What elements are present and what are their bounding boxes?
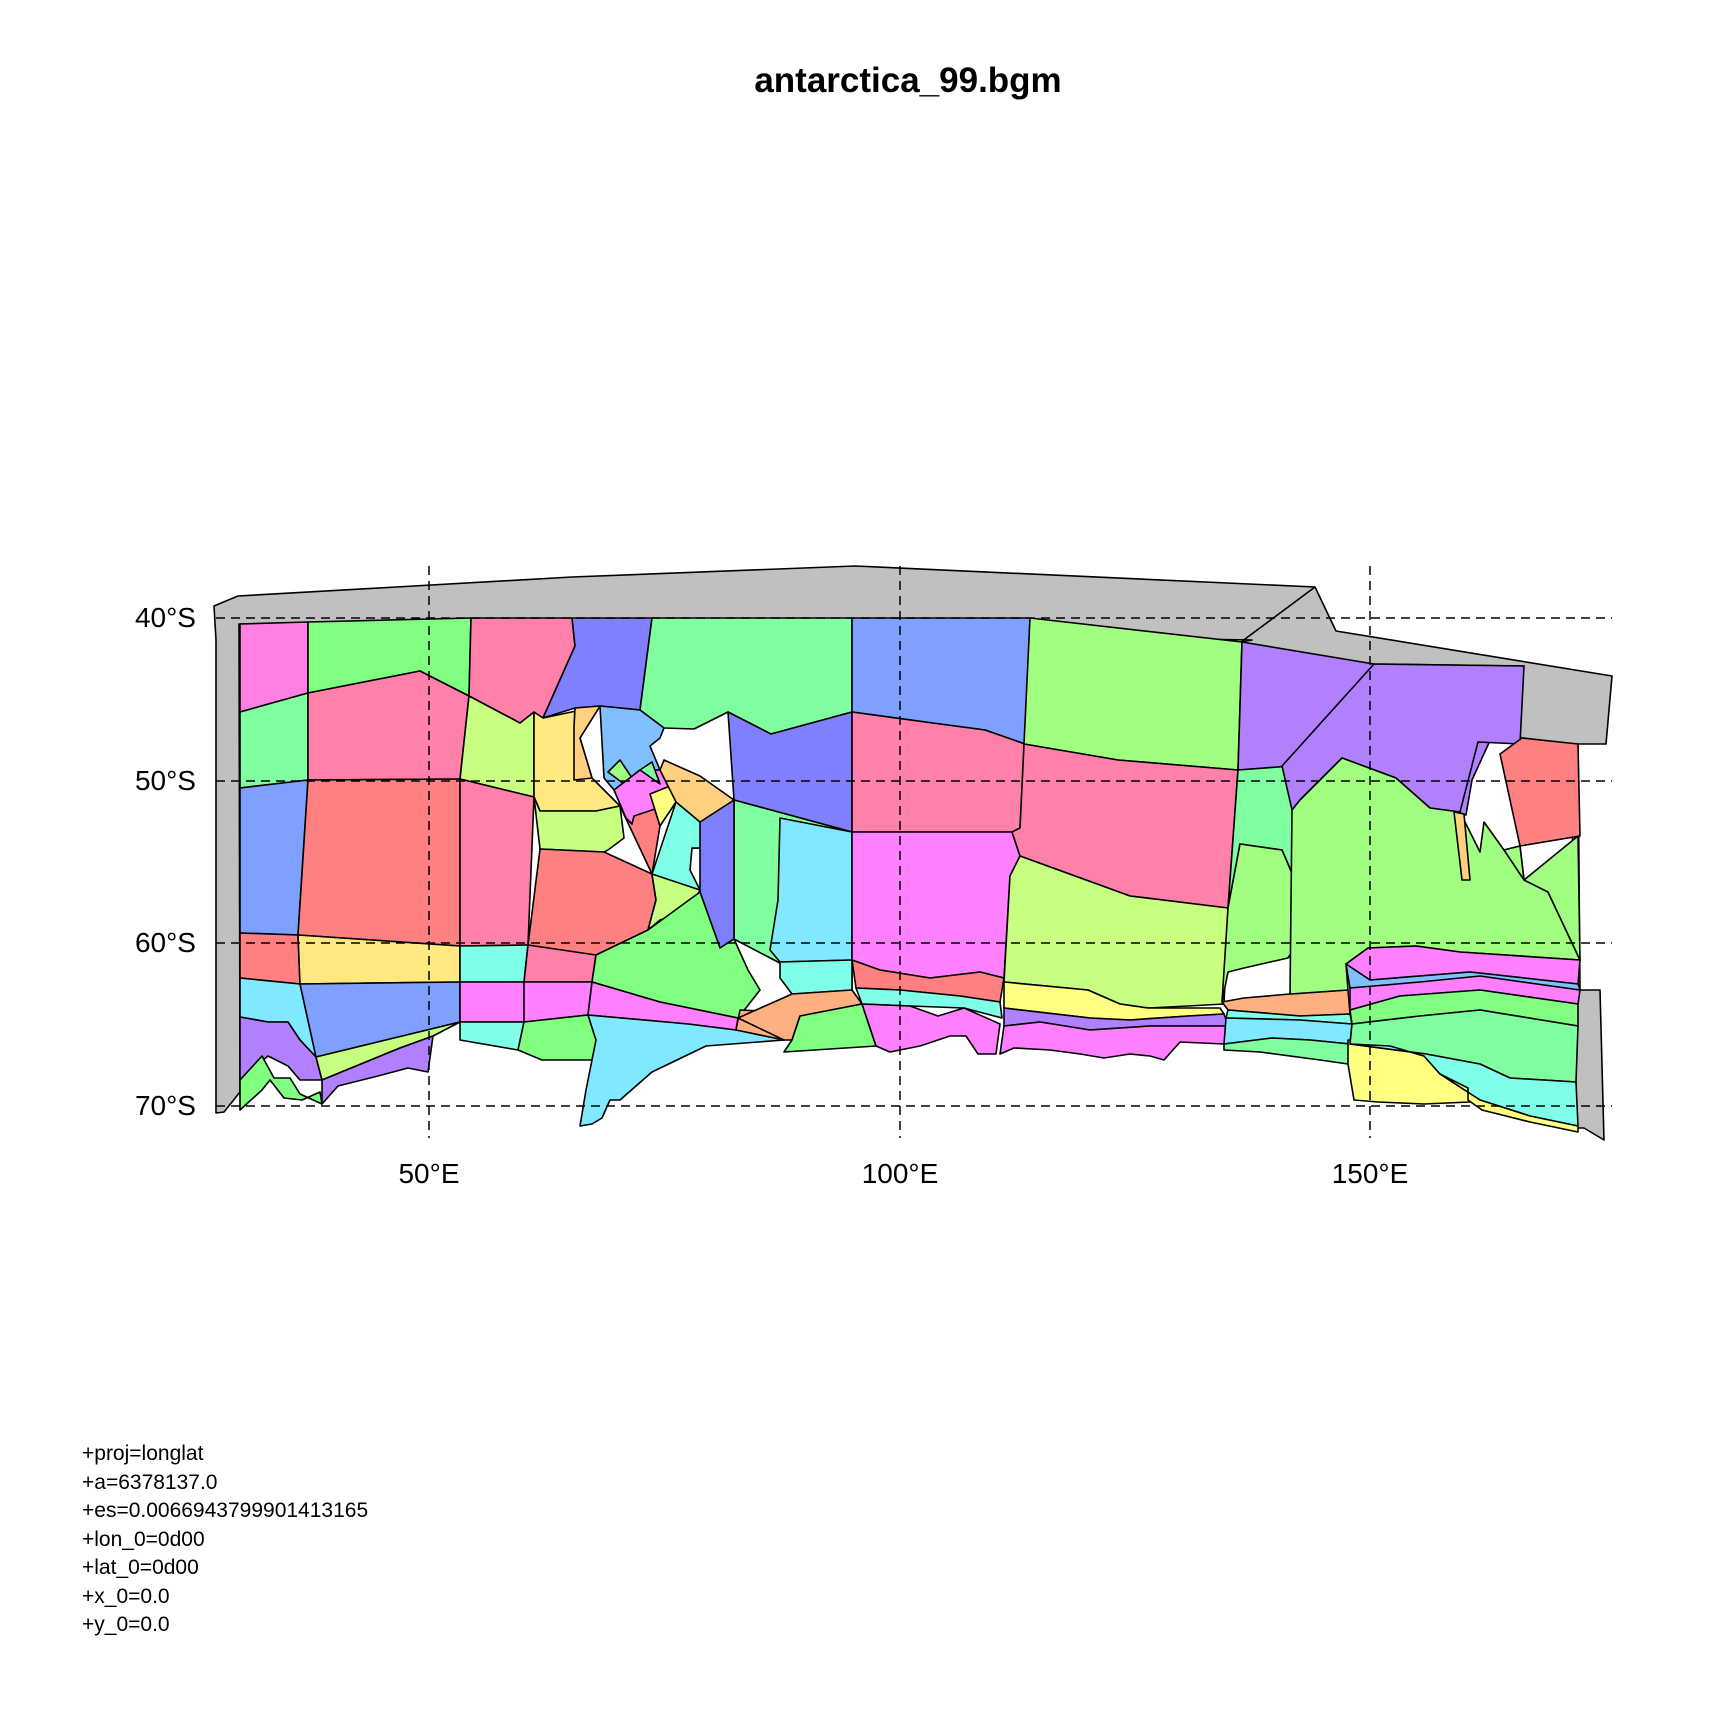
projection-line: +y_0=0.0: [82, 1613, 170, 1636]
projection-line: +lon_0=0d00: [82, 1527, 205, 1551]
box-cell: [297, 778, 461, 947]
box-cells: [239, 617, 1581, 1133]
y-tick-60s: 60°S: [135, 927, 196, 958]
box-cell: [459, 778, 535, 947]
box-cell: [1499, 737, 1581, 847]
x-tick-150e: 150°E: [1332, 1158, 1409, 1189]
box-cell: [779, 959, 853, 995]
projection-info: +proj=longlat +a=6378137.0 +es=0.0066943…: [82, 1440, 368, 1640]
box-cell: [1439, 1073, 1579, 1133]
boundary-box-inner: [1240, 586, 1316, 643]
box-cell: [639, 617, 853, 735]
box-cell: [999, 1021, 1229, 1061]
box-cell: [321, 1035, 434, 1105]
graticule: [216, 566, 1612, 1138]
projection-line: +proj=longlat: [82, 1442, 204, 1465]
box-cell: [769, 817, 853, 963]
box-cell: [459, 1021, 525, 1051]
box-cell: [239, 779, 309, 936]
y-tick-40s: 40°S: [135, 602, 196, 633]
box-cell: [1503, 835, 1581, 961]
box-cell: [1223, 1037, 1351, 1065]
box-cell: [239, 1055, 323, 1111]
box-cell: [459, 944, 529, 983]
projection-line: +a=6378137.0: [82, 1470, 218, 1494]
y-tick-labels: 40°S 50°S 60°S 70°S: [135, 602, 196, 1121]
projection-line: +lat_0=0d00: [82, 1556, 199, 1579]
projection-line: +es=0.0066943799901413165: [82, 1499, 369, 1522]
box-cell: [861, 1003, 1001, 1055]
box-cell: [1453, 811, 1471, 881]
box-cell: [239, 932, 301, 985]
box-cell: [459, 981, 525, 1023]
y-tick-50s: 50°S: [135, 765, 196, 796]
x-tick-50e: 50°E: [398, 1158, 459, 1189]
projection-line: +x_0=0.0: [82, 1584, 170, 1608]
x-tick-labels: 50°E 100°E 150°E: [398, 1158, 1408, 1189]
y-tick-70s: 70°S: [135, 1090, 196, 1121]
box-cell: [639, 761, 661, 785]
box-cell: [573, 705, 601, 781]
box-cell: [851, 831, 1021, 979]
map-title: antarctica_99.bgm: [754, 61, 1061, 100]
x-tick-100e: 100°E: [862, 1158, 939, 1189]
box-cell: [1023, 617, 1243, 771]
